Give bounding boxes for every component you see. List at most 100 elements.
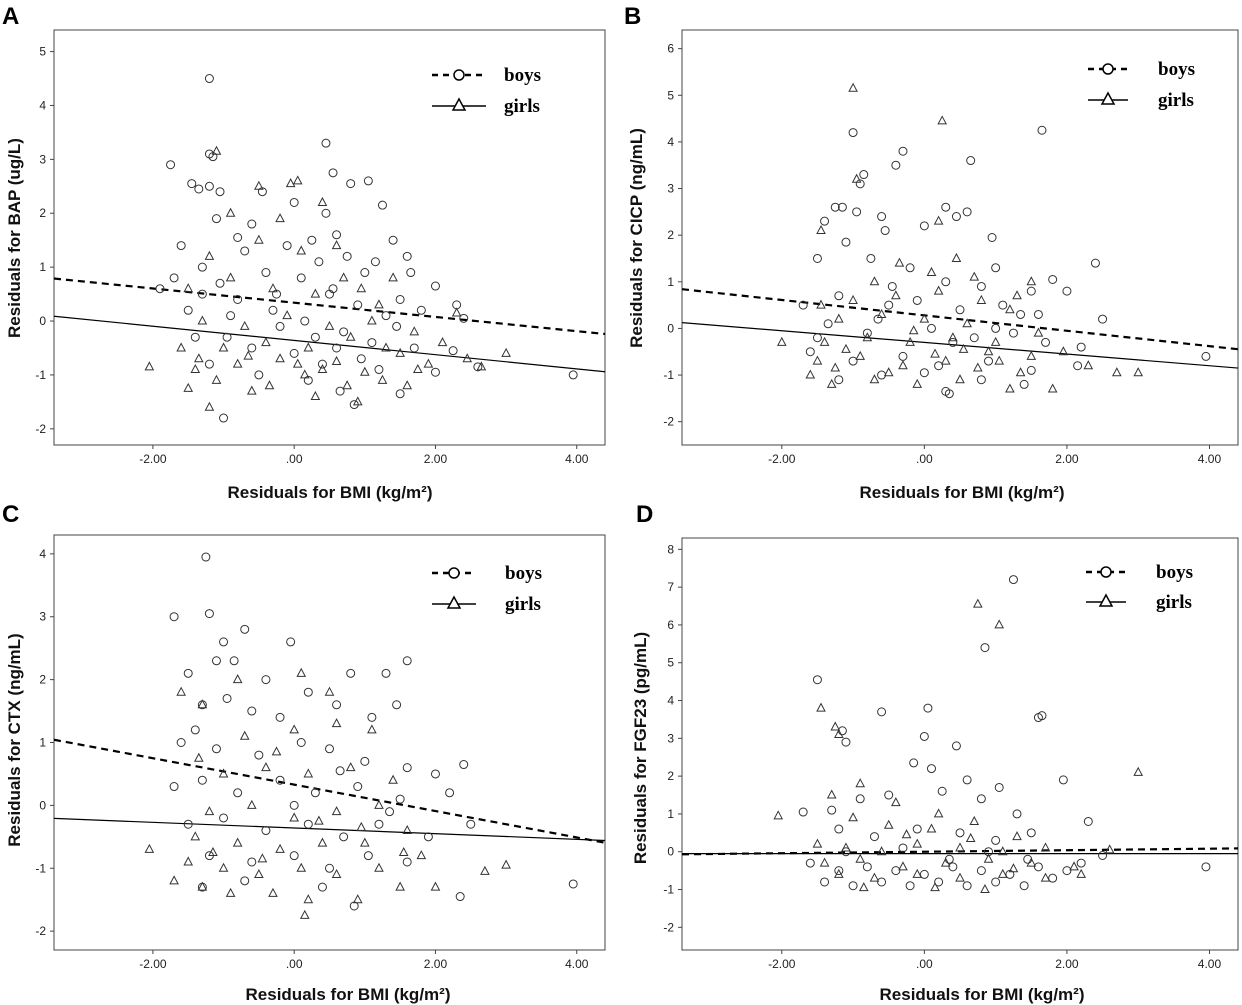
boys-point <box>328 168 338 178</box>
girls-point <box>359 366 370 376</box>
boys-point <box>233 294 243 304</box>
y-tick-label: 6 <box>667 618 674 632</box>
legend-girls-marker <box>1098 593 1114 607</box>
legend-girls-marker <box>451 97 467 111</box>
boys-point <box>855 794 865 804</box>
plot-frame <box>681 29 1239 446</box>
boys-point <box>848 356 858 366</box>
girls-point <box>1040 842 1051 852</box>
girls-point <box>1005 383 1015 393</box>
boys-point <box>869 832 879 842</box>
girls-point <box>1058 346 1069 356</box>
girls-point <box>965 832 976 842</box>
girls-point <box>901 829 912 839</box>
boys-point <box>229 656 239 666</box>
girls-point <box>352 894 363 904</box>
axis-ticks: -2.00 .00 2.00 4.00 -2 -1 0 1 2 3 4 5 6 <box>663 42 1221 466</box>
girls-point <box>926 823 937 833</box>
legend-boys-marker <box>1100 566 1112 578</box>
girls-point <box>342 380 352 390</box>
boys-point <box>325 863 334 873</box>
boys-point <box>190 725 200 735</box>
legend-girls-label: girls <box>504 96 540 117</box>
boys-point <box>976 281 986 291</box>
girls-point <box>948 332 958 342</box>
girls-point <box>246 799 257 809</box>
girls-point <box>501 347 511 357</box>
boys-point <box>820 216 830 226</box>
girls-point <box>805 369 816 379</box>
x-tick-label: 4.00 <box>565 452 589 466</box>
girls-point <box>317 837 328 847</box>
girls-point <box>211 145 222 155</box>
boys-point <box>176 738 186 747</box>
boys-point <box>201 552 211 562</box>
boys-point <box>919 368 929 378</box>
girls-point <box>324 320 335 330</box>
girls-point <box>359 837 370 847</box>
girls-point <box>381 342 391 352</box>
boys-point <box>830 202 840 212</box>
girls-point <box>1026 857 1037 867</box>
boys-point <box>346 668 356 678</box>
boys-point <box>430 769 440 779</box>
boys-point <box>905 263 915 273</box>
axis-ticks: -2.00 .00 2.00 4.00 -2 -1 0 1 2 3 4 5 <box>35 45 588 466</box>
y-tick-label: -2 <box>663 920 674 934</box>
boys-point <box>855 179 865 189</box>
boys-point <box>1026 828 1036 838</box>
y-tick-label: 2 <box>667 769 674 783</box>
data-points <box>776 82 1211 399</box>
boys-point <box>353 782 363 792</box>
boys-point <box>568 370 578 380</box>
boys-point <box>430 281 440 291</box>
girls-point <box>261 762 271 772</box>
girls-fit-line <box>681 322 1239 369</box>
boys-point <box>360 268 370 278</box>
boys-point <box>169 782 179 792</box>
x-tick-label: -2.00 <box>768 452 796 466</box>
boys-point <box>314 257 324 267</box>
boys-point <box>812 333 822 343</box>
boys-fit-line <box>53 277 606 336</box>
boys-point <box>966 156 976 166</box>
boys-point <box>335 386 345 396</box>
girls-point <box>264 380 275 390</box>
girls-point <box>969 815 980 825</box>
legend: boys girls <box>432 563 542 615</box>
boys-point <box>912 295 922 305</box>
legend-girls-label: girls <box>505 594 541 615</box>
boys-point <box>891 160 901 170</box>
boys-point <box>155 284 165 294</box>
girls-point <box>883 367 894 377</box>
girls-point <box>830 721 841 731</box>
girls-point <box>951 252 962 262</box>
girls-point <box>197 881 208 891</box>
girls-point <box>183 283 194 293</box>
girls-point <box>869 276 880 286</box>
boys-point <box>219 413 229 423</box>
boys-point <box>321 208 331 218</box>
boys-point <box>1019 881 1029 891</box>
x-axis-label: Residuals for BMI (kg/m²) <box>228 483 433 502</box>
girls-point <box>1015 367 1026 377</box>
girls-fit-line <box>53 817 606 842</box>
girls-point <box>299 909 310 919</box>
girls-point <box>812 838 823 848</box>
boys-point <box>862 862 872 872</box>
boys-point <box>166 160 176 170</box>
girls-point <box>225 207 236 217</box>
y-tick-label: 5 <box>667 88 674 102</box>
boys-point <box>197 289 207 299</box>
y-axis-label: Residuals for CTX (ng/mL) <box>5 633 24 846</box>
girls-point <box>352 396 363 406</box>
girls-point <box>990 336 1001 346</box>
boys-point <box>823 319 833 329</box>
y-tick-label: 4 <box>667 135 674 149</box>
boys-point <box>247 219 257 229</box>
boys-point <box>289 851 299 861</box>
legend-girls-label: girls <box>1158 90 1194 111</box>
y-tick-label: 3 <box>39 610 46 624</box>
girls-point <box>193 353 204 363</box>
boys-point <box>1076 342 1086 352</box>
